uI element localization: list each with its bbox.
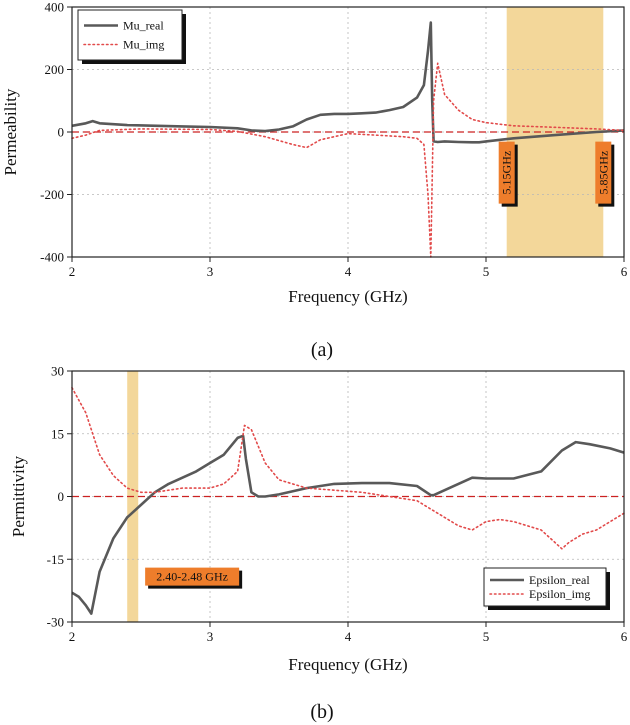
y-tick-label: 0 (58, 489, 65, 504)
legend-box (77, 9, 183, 61)
y-tick-label: -30 (47, 615, 64, 630)
legend-label: Epsilon_real (529, 573, 590, 587)
y-tick-label: 30 (51, 364, 64, 379)
x-tick-label: 4 (345, 264, 352, 279)
x-tick-label: 3 (207, 264, 214, 279)
band-label: 5.85GHz (596, 151, 610, 195)
y-tick-label: 0 (58, 125, 65, 140)
series-line-epsilon-img (71, 386, 625, 550)
panel-a: 5.15GHz 5.85GHz 2 3 4 5 6 -400 -200 0 200 400 Freque… (1, 0, 628, 361)
x-tick-label: 5 (483, 264, 490, 279)
band-label-box (145, 567, 240, 586)
band-label: 5.15GHz (500, 151, 514, 195)
x-tick-label: 2 (69, 264, 76, 279)
x-axis-label: Frequency (GHz) (288, 287, 407, 306)
series-line-mu-img (71, 62, 625, 258)
x-tick-label: 3 (207, 629, 214, 644)
legend: Mu_real Mu_img (77, 9, 186, 64)
series-line-epsilon-real (71, 434, 625, 615)
band-label-box (595, 141, 612, 204)
y-tick-label: -15 (47, 552, 64, 567)
x-tick-label: 6 (621, 264, 628, 279)
y-tick-label: -200 (40, 187, 64, 202)
y-tick-label: 400 (45, 0, 65, 15)
x-tick-label: 2 (69, 629, 76, 644)
y-axis-label: Permeability (1, 88, 20, 175)
panel-caption: (b) (310, 701, 333, 723)
legend-box (483, 567, 607, 607)
x-axis-label: Frequency (GHz) (288, 655, 407, 674)
legend-label: Mu_real (123, 19, 164, 33)
x-tick-label: 6 (621, 629, 628, 644)
x-tick-label: 4 (345, 629, 352, 644)
legend-label: Epsilon_img (529, 587, 590, 601)
legend-label: Mu_img (123, 38, 164, 52)
band-label-box (498, 141, 515, 204)
band-label: 2.40-2.48 GHz (156, 570, 228, 584)
panel-b: 2.40-2.48 GHz 2 3 4 5 6 -30 -15 0 15 30 Frequency (… (9, 364, 628, 724)
x-tick-label: 5 (483, 629, 490, 644)
series-line-mu-real (71, 21, 625, 144)
y-axis-label: Permittivity (9, 455, 28, 537)
y-tick-label: 200 (45, 62, 65, 77)
y-tick-label: 15 (51, 426, 64, 441)
panel-caption: (a) (311, 339, 333, 361)
y-tick-label: -400 (40, 250, 64, 265)
